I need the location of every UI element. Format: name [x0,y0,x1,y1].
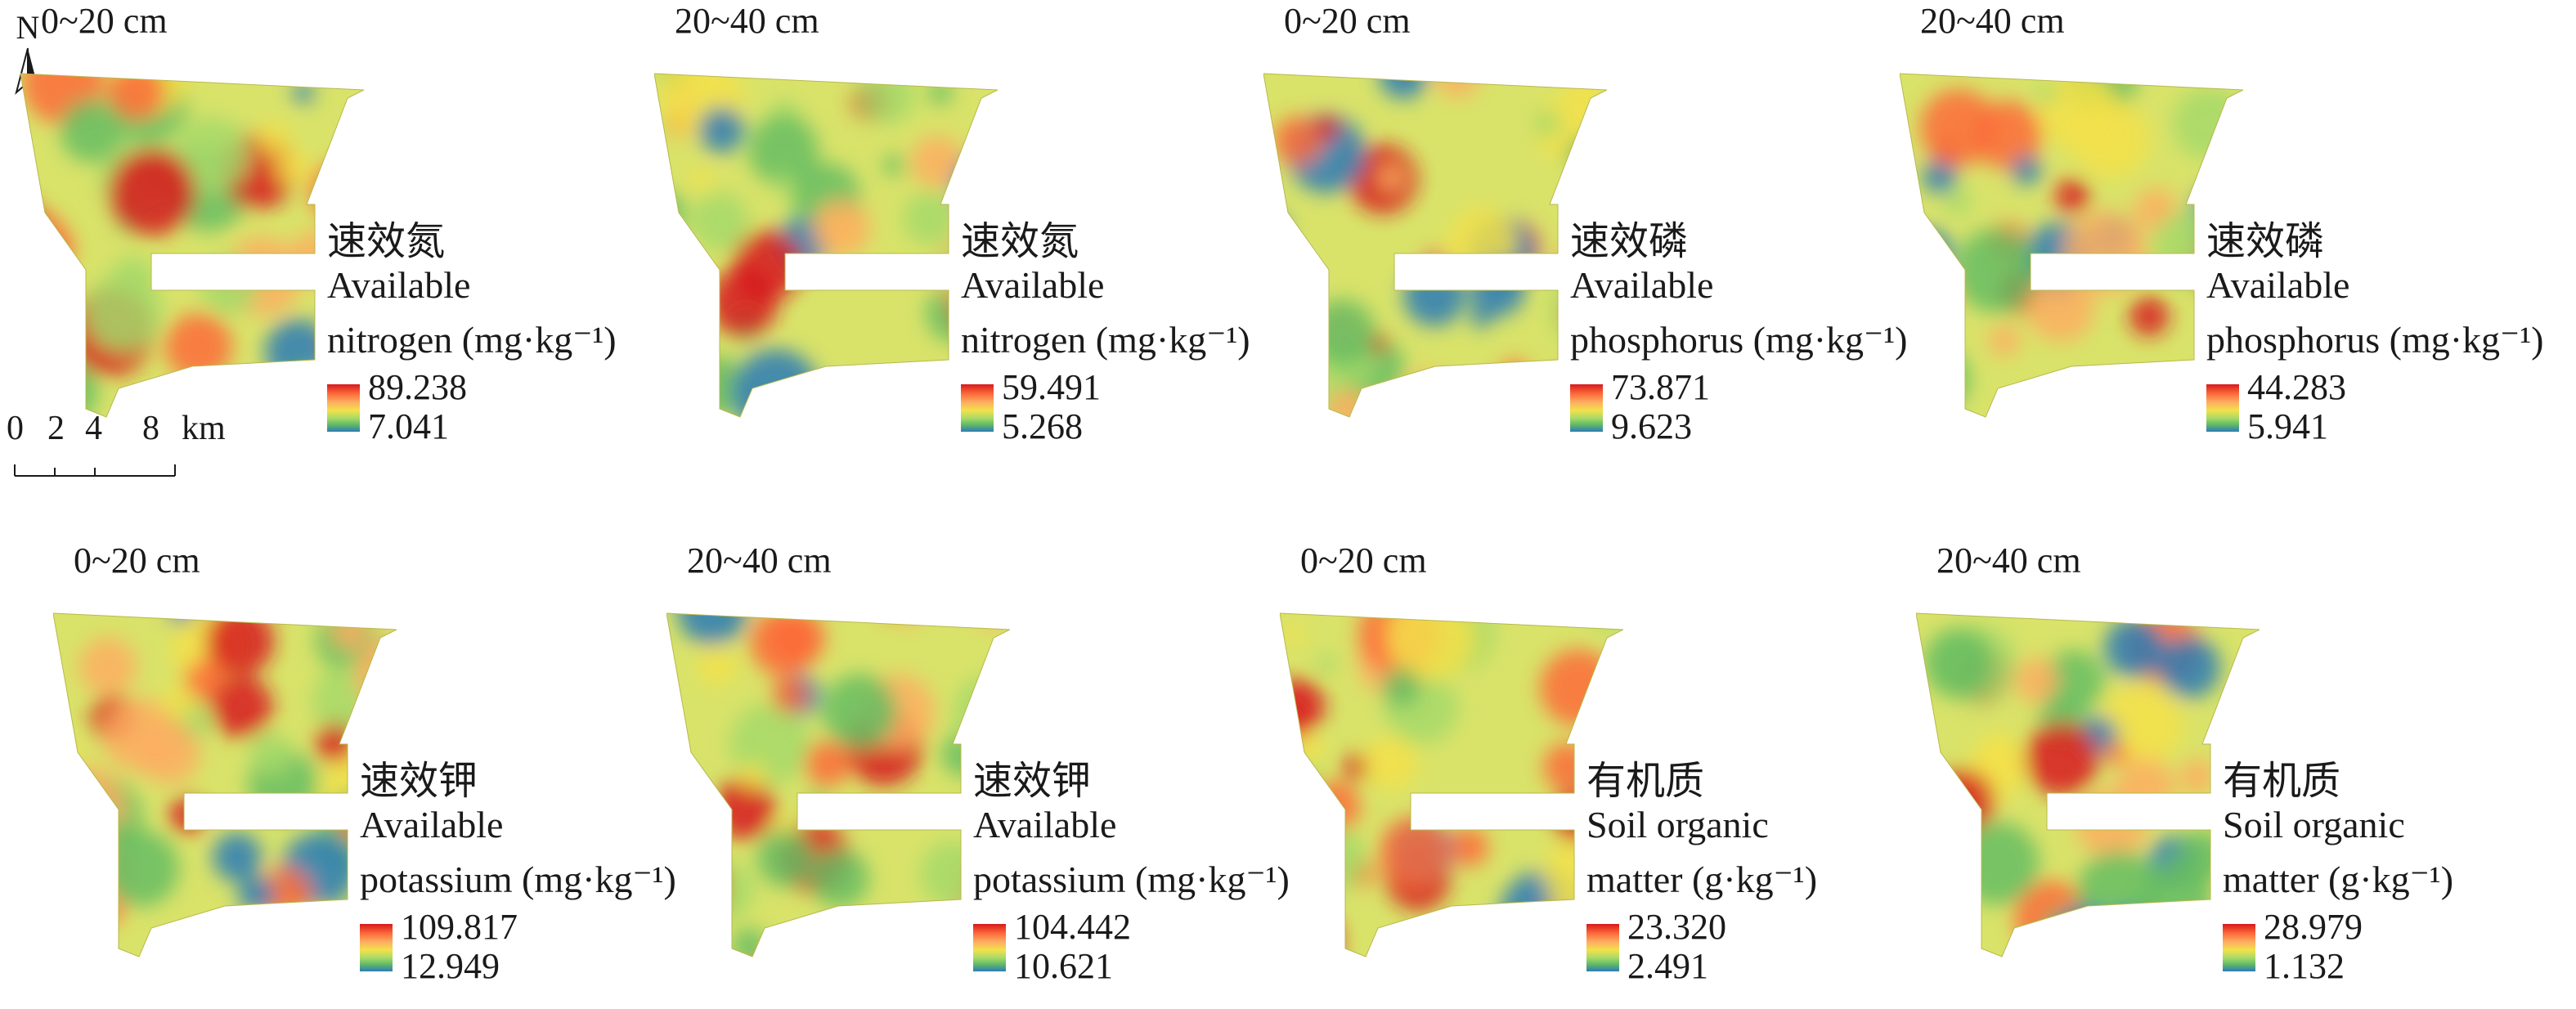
legend-color-ramp [327,384,360,432]
property-name-zh: 速效钾 [973,758,1092,804]
legend-color-ramp [2206,384,2239,432]
legend-color-ramp [1570,384,1603,432]
property-name-zh: 速效氮 [327,218,446,264]
interpolation-map [53,612,397,957]
depth-label: 0~20 cm [74,540,200,581]
legend-min-value: 10.621 [1014,946,1113,986]
property-name-zh: 速效磷 [2206,218,2325,264]
legend-color-ramp [961,384,994,432]
legend-min-value: 1.132 [2264,946,2345,986]
legend-max-value: 104.442 [1014,907,1131,947]
property-name-zh: 速效氮 [961,218,1079,264]
property-name-en-line2: phosphorus (mg·kg⁻¹) [1570,319,1908,361]
property-name-en-line1: Available [973,804,1117,845]
property-name-en-line2: potassium (mg·kg⁻¹) [360,859,676,900]
legend-max-value: 89.238 [368,367,467,407]
legend-min-value: 5.268 [1002,406,1083,446]
property-name-en-line1: Available [961,264,1105,306]
scale-bar-line [14,464,176,477]
scale-unit: km [182,410,226,447]
depth-label: 20~40 cm [1936,540,2081,581]
property-name-en-line1: Available [2206,264,2350,306]
interpolation-map [654,73,998,418]
depth-label: 20~40 cm [675,1,819,41]
property-name-en-line2: nitrogen (mg·kg⁻¹) [327,319,617,361]
scale-tick-4: 4 [85,410,102,447]
legend-min-value: 12.949 [401,946,500,986]
interpolation-map [1263,73,1607,418]
interpolation-map [1916,612,2260,957]
property-name-en-line2: nitrogen (mg·kg⁻¹) [961,319,1250,361]
scale-tick-8: 8 [142,410,159,447]
interpolation-map [1280,612,1623,957]
scale-tick-0: 0 [7,410,24,447]
property-name-en-line2: matter (g·kg⁻¹) [1586,859,1818,900]
property-name-en-line2: phosphorus (mg·kg⁻¹) [2206,319,2544,361]
interpolation-map [20,73,364,418]
property-name-en-line2: potassium (mg·kg⁻¹) [973,859,1290,900]
property-name-en-line1: Available [360,804,504,845]
property-name-zh: 有机质 [1586,758,1705,804]
depth-label: 20~40 cm [1920,1,2065,41]
depth-label: 0~20 cm [1284,1,1411,41]
legend-min-value: 7.041 [368,406,449,446]
scale-tick-2: 2 [47,410,65,447]
legend-min-value: 9.623 [1611,406,1692,446]
property-name-en-line1: Available [1570,264,1714,306]
legend-max-value: 59.491 [1002,367,1101,407]
legend-max-value: 109.817 [401,907,518,947]
property-name-en-line1: Soil organic [1586,804,1769,845]
property-name-en-line2: matter (g·kg⁻¹) [2223,859,2454,900]
depth-label: 0~20 cm [41,1,168,41]
legend-color-ramp [2223,924,2255,971]
interpolation-map [666,612,1010,957]
property-name-zh: 有机质 [2223,758,2341,804]
legend-color-ramp [973,924,1006,971]
legend-max-value: 44.283 [2247,367,2346,407]
depth-label: 20~40 cm [687,540,832,581]
interpolation-map [1900,73,2243,418]
legend-max-value: 73.871 [1611,367,1710,407]
legend-color-ramp [1586,924,1619,971]
depth-label: 0~20 cm [1300,540,1427,581]
legend-color-ramp [360,924,393,971]
property-name-en-line1: Available [327,264,471,306]
property-name-zh: 速效磷 [1570,218,1689,264]
north-label: N [16,9,40,46]
legend-min-value: 2.491 [1627,946,1708,986]
legend-max-value: 23.320 [1627,907,1726,947]
property-name-zh: 速效钾 [360,758,478,804]
legend-max-value: 28.979 [2264,907,2363,947]
property-name-en-line1: Soil organic [2223,804,2405,845]
legend-min-value: 5.941 [2247,406,2328,446]
